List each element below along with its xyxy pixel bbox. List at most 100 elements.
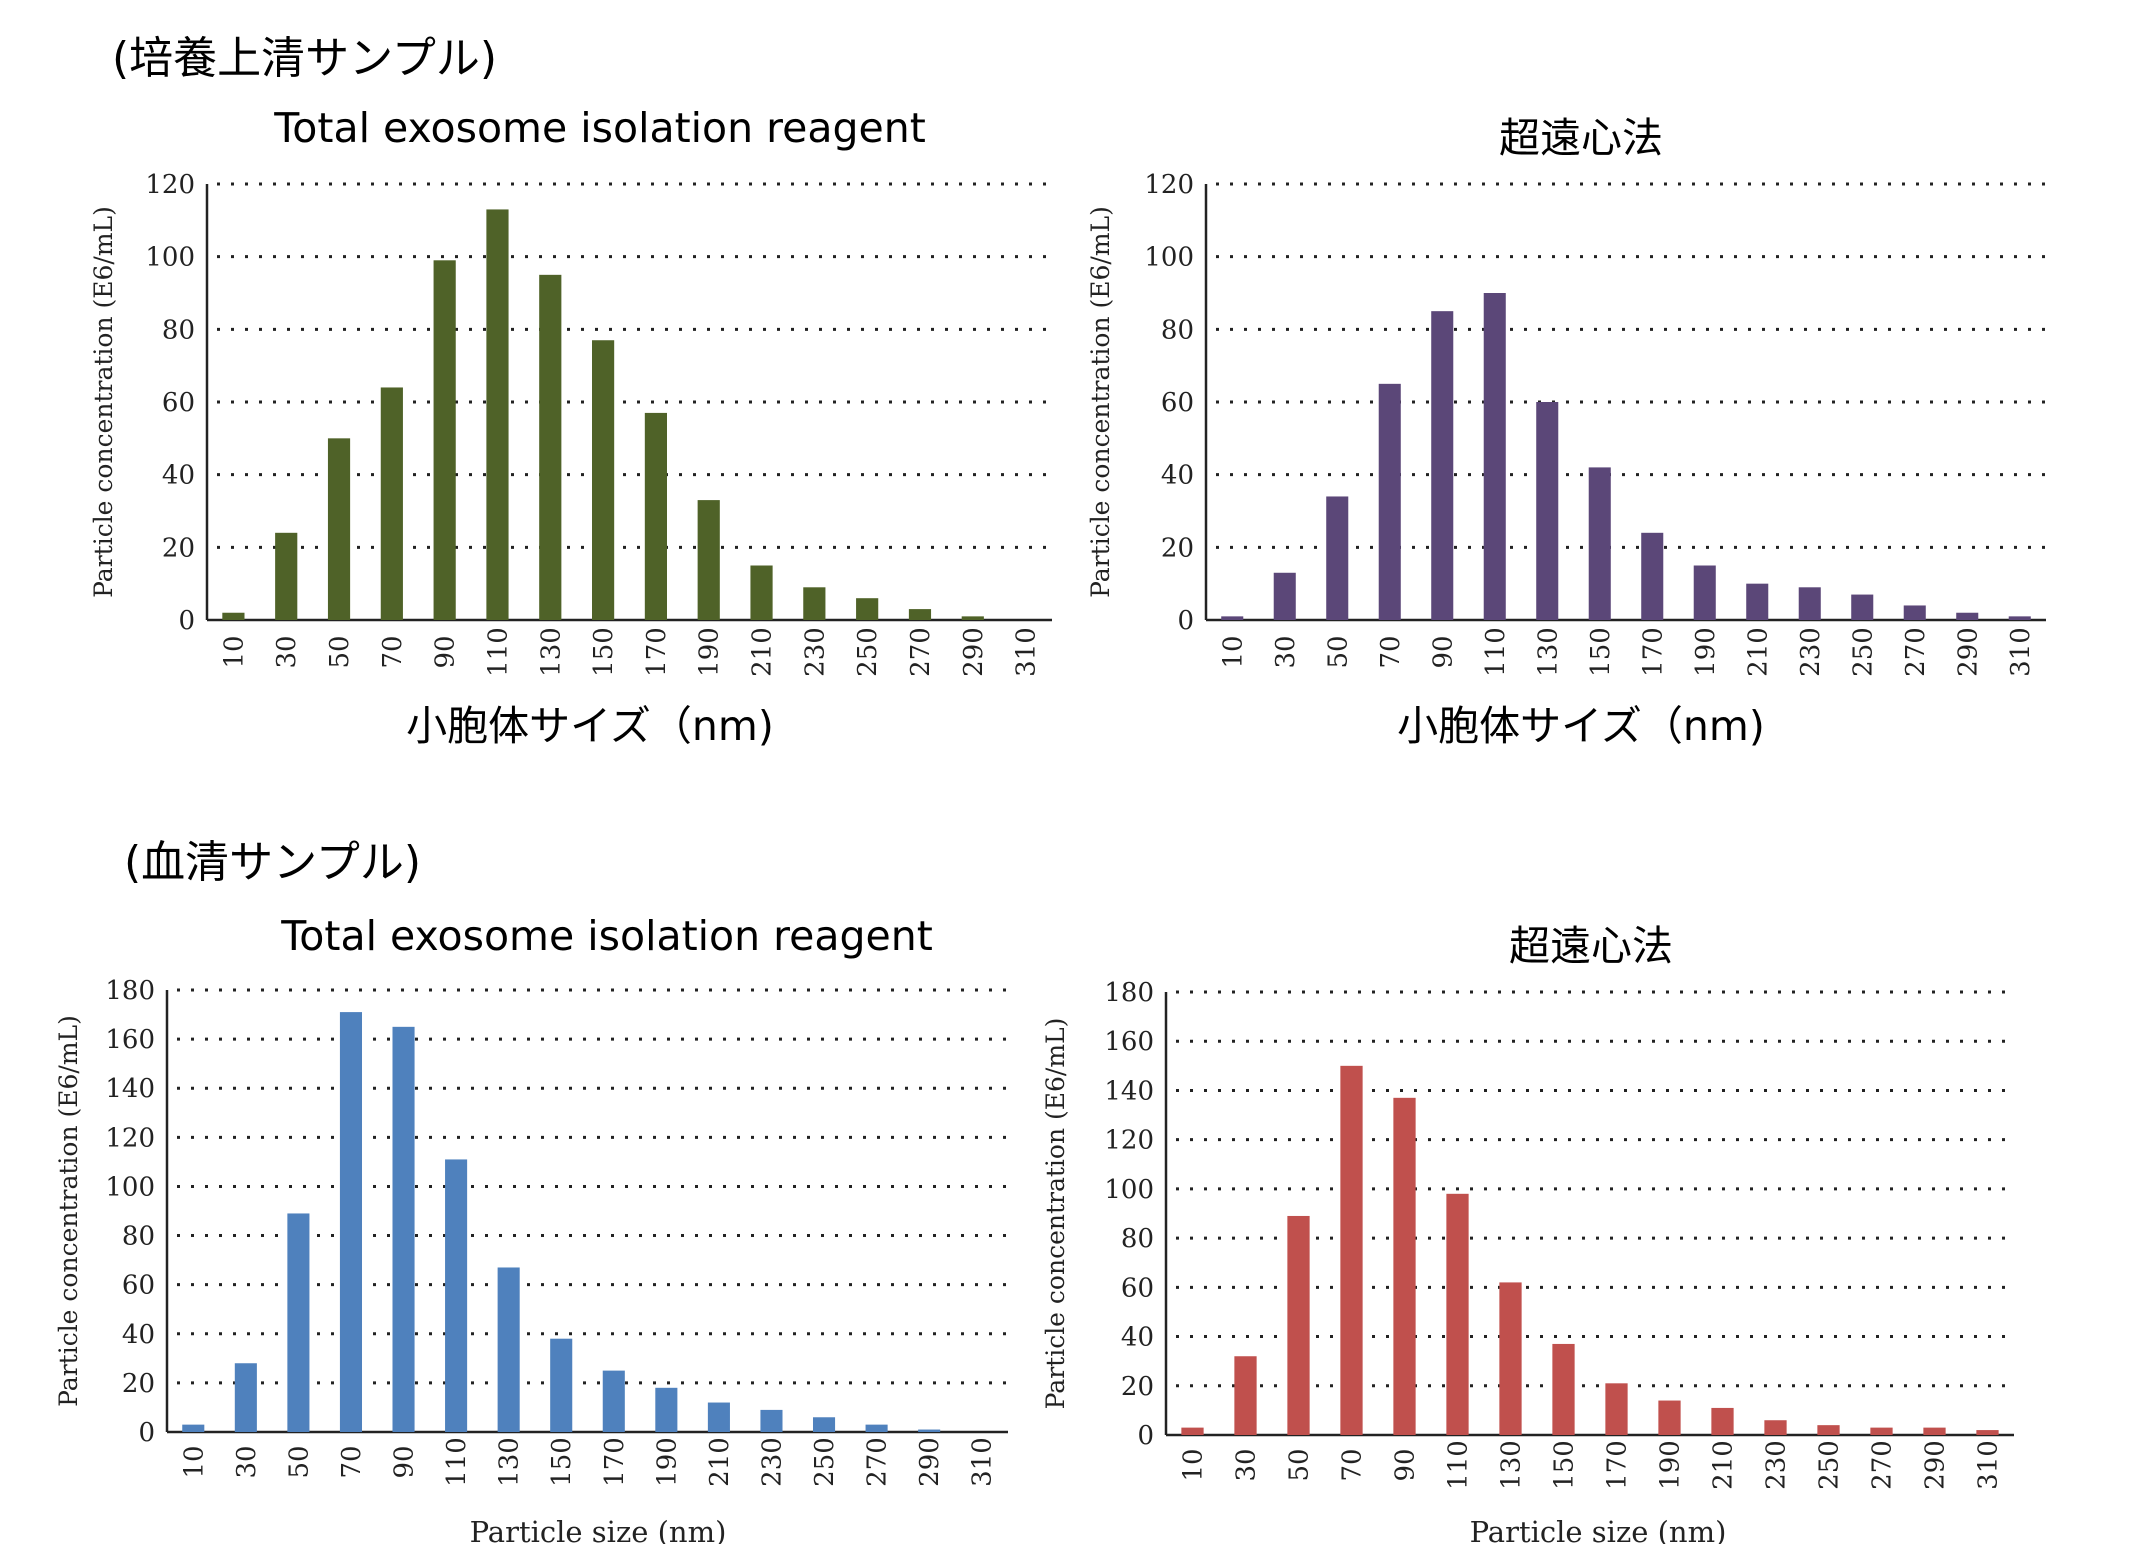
x-tick-label: 210	[1743, 627, 1773, 677]
y-tick-label: 60	[1121, 1273, 1154, 1303]
bar-170	[644, 412, 667, 620]
x-tick-label: 30	[1271, 635, 1301, 668]
y-tick-label: 60	[1161, 388, 1194, 418]
x-tick-label: 310	[1974, 1440, 2004, 1490]
x-tick-label: 290	[915, 1437, 945, 1487]
y-tick-label: 100	[1104, 1175, 1154, 1205]
x-tick-label: 310	[968, 1437, 998, 1487]
x-axis-title: Particle size (nm)	[470, 1515, 727, 1544]
x-tick-label: 30	[1232, 1448, 1262, 1481]
chart-title: 超遠心法	[1509, 922, 1673, 970]
x-tick-label: 270	[1868, 1440, 1898, 1490]
x-tick-label: 10	[179, 1445, 209, 1478]
bar-70	[1378, 383, 1401, 620]
bar-210	[750, 565, 773, 620]
bar-150	[1588, 467, 1611, 620]
bar-270	[865, 1424, 888, 1432]
x-tick-label: 50	[325, 635, 355, 668]
bar-170	[1641, 532, 1664, 620]
y-axis-title: Particle concentration (E6/mL)	[1041, 1018, 1070, 1410]
y-tick-label: 0	[1177, 606, 1194, 636]
bar-30	[234, 1363, 257, 1432]
x-tick-label: 250	[1815, 1440, 1845, 1490]
bar-110	[1483, 293, 1506, 620]
x-tick-label: 130	[495, 1437, 525, 1487]
bar-290	[918, 1429, 941, 1432]
chart-title: Total exosome isolation reagent	[280, 912, 933, 960]
x-tick-label: 110	[483, 627, 513, 677]
x-tick-label: 210	[705, 1437, 735, 1487]
y-tick-label: 120	[1144, 170, 1194, 200]
bar-70	[1340, 1065, 1363, 1435]
bar-30	[275, 532, 298, 620]
bar-290	[961, 616, 984, 620]
y-tick-label: 60	[162, 388, 195, 418]
x-tick-label: 230	[800, 627, 830, 677]
bar-110	[445, 1159, 468, 1432]
y-tick-label: 0	[138, 1418, 155, 1448]
y-tick-label: 120	[105, 1123, 155, 1153]
bar-150	[592, 340, 615, 620]
bar-130	[497, 1267, 520, 1432]
chart-culture-ultracentrifugation: 超遠心法 0 20 40 60 80 100 120 10 30 50 70 90 110 130 150 17…	[1086, 114, 2046, 750]
bar-70	[339, 1012, 363, 1432]
x-tick-label: 90	[1428, 635, 1458, 668]
bar-190	[655, 1387, 678, 1432]
bar-190	[697, 500, 720, 620]
chart-serum-ultracentrifugation: 超遠心法 0 20 40 60 80 100 120 140 160 180 10 30 50 70 90 11…	[1041, 922, 2014, 1544]
y-tick-label: 80	[1161, 315, 1194, 345]
bar-90	[392, 1026, 415, 1432]
bar-130	[539, 274, 562, 620]
section-label-culture: (培養上清サンプル)	[112, 33, 498, 84]
section-label-serum: (血清サンプル)	[124, 837, 422, 888]
bar-30	[1273, 572, 1296, 620]
x-tick-label: 270	[906, 627, 936, 677]
x-tick-label: 150	[1550, 1440, 1580, 1490]
x-tick-label: 90	[431, 635, 461, 668]
y-tick-label: 100	[105, 1172, 155, 1202]
bar-110	[486, 209, 509, 620]
bar-290	[1923, 1427, 1946, 1435]
x-tick-label: 290	[959, 627, 989, 677]
x-tick-label: 90	[1391, 1448, 1421, 1481]
y-tick-label: 120	[1104, 1126, 1154, 1156]
x-tick-label: 10	[1218, 635, 1248, 668]
x-tick-label: 230	[1796, 627, 1826, 677]
x-tick-label: 170	[642, 627, 672, 677]
bar-210	[1711, 1407, 1734, 1435]
x-tick-label: 50	[1323, 635, 1353, 668]
x-tick-label: 190	[1691, 627, 1721, 677]
y-tick-label: 40	[162, 461, 195, 491]
x-tick-label: 150	[547, 1437, 577, 1487]
y-tick-label: 80	[162, 315, 195, 345]
bar-190	[1693, 565, 1716, 620]
x-tick-label: 30	[272, 635, 302, 668]
x-tick-label: 10	[219, 635, 249, 668]
bar-30	[1234, 1356, 1257, 1435]
chart-culture-total-exosome: Total exosome isolation reagent 0 20 40 60 80…	[89, 104, 1052, 750]
bar-10	[1181, 1427, 1204, 1435]
x-tick-label: 250	[810, 1437, 840, 1487]
x-tick-label: 230	[1762, 1440, 1792, 1490]
bar-210	[707, 1402, 730, 1432]
bar-230	[760, 1409, 783, 1432]
bar-150	[1552, 1343, 1575, 1435]
bar-250	[1851, 594, 1874, 620]
bar-110	[1446, 1193, 1469, 1435]
y-tick-label: 20	[162, 533, 195, 563]
bar-190	[1658, 1400, 1681, 1435]
bar-230	[1798, 587, 1821, 620]
bar-50	[287, 1213, 310, 1432]
y-tick-label: 180	[105, 976, 155, 1006]
chart-title: 超遠心法	[1499, 114, 1663, 162]
x-tick-label: 90	[390, 1445, 420, 1478]
y-tick-label: 140	[105, 1074, 155, 1104]
y-tick-label: 80	[1121, 1224, 1154, 1254]
x-tick-label: 250	[1848, 627, 1878, 677]
y-tick-label: 40	[122, 1320, 155, 1350]
y-tick-label: 160	[105, 1025, 155, 1055]
y-tick-label: 40	[1161, 461, 1194, 491]
x-tick-label: 230	[757, 1437, 787, 1487]
bar-250	[1817, 1425, 1840, 1435]
bar-10	[222, 612, 245, 620]
